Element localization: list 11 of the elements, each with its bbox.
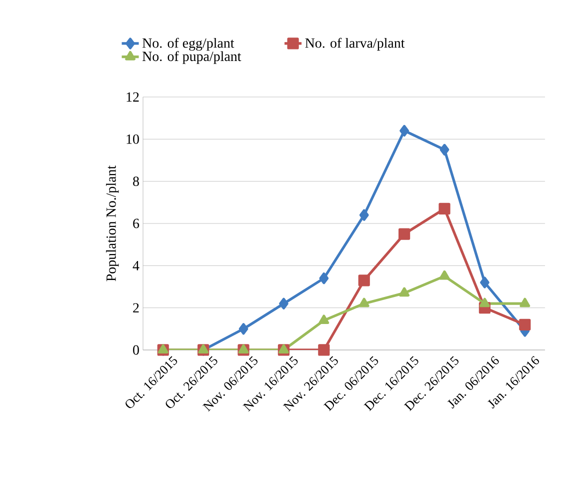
legend-label: No. of larva/plant	[305, 38, 405, 51]
y-tick-label: 10	[126, 134, 139, 144]
legend-label: No. of pupa/plant	[142, 51, 242, 64]
y-tick-label: 2	[133, 303, 139, 312]
y-tick-label: 12	[126, 92, 139, 102]
legend-label: No. of egg/plant	[142, 38, 234, 51]
y-tick-label: 4	[132, 261, 140, 270]
y-axis-title: Population No./plant	[106, 165, 119, 282]
y-tick-label: 8	[133, 176, 139, 186]
y-tick-label: 0	[133, 345, 139, 355]
y-tick-label: 6	[133, 218, 140, 228]
